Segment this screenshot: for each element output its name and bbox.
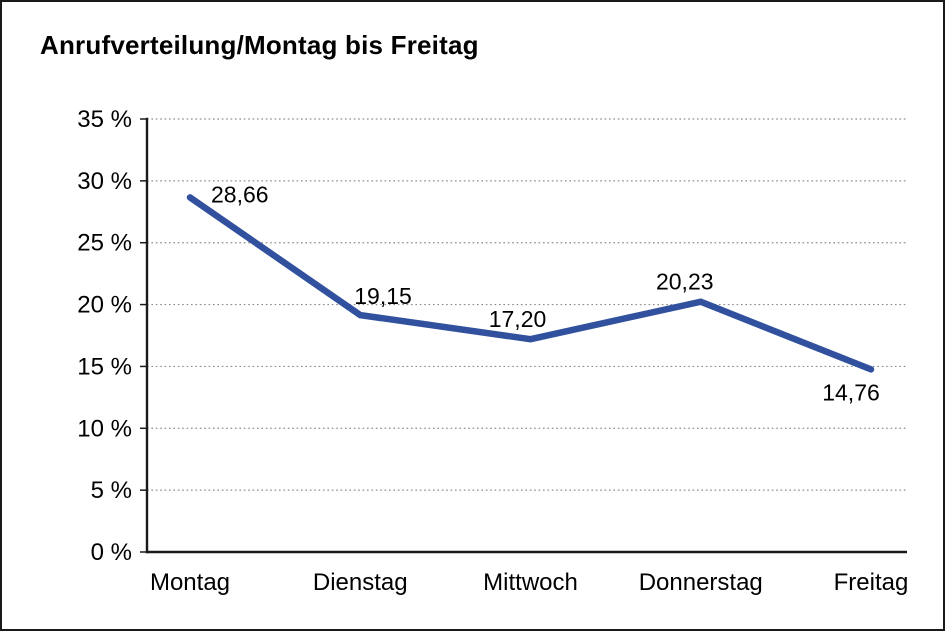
data-series-line xyxy=(186,194,875,373)
x-category-label: Donnerstag xyxy=(639,569,763,596)
y-tick-label: 0 % xyxy=(91,539,132,566)
data-point-label: 28,66 xyxy=(211,181,269,207)
x-category-label: Dienstag xyxy=(313,569,408,596)
y-tick-label: 35 % xyxy=(77,106,132,133)
y-tick-label: 5 % xyxy=(91,477,132,504)
y-tick-label: 25 % xyxy=(77,230,132,257)
data-point-label: 14,76 xyxy=(822,379,880,405)
x-category-label: Freitag xyxy=(834,569,909,596)
data-point-label: 20,23 xyxy=(656,269,714,295)
x-category-label: Montag xyxy=(150,569,230,596)
data-point-label: 19,15 xyxy=(354,283,412,309)
y-tick-label: 10 % xyxy=(77,415,132,442)
y-tick-label: 15 % xyxy=(77,353,132,380)
y-tick-label: 30 % xyxy=(77,168,132,195)
chart-title: Anrufverteilung/Montag bis Freitag xyxy=(40,30,479,60)
data-point-label: 17,20 xyxy=(489,306,547,332)
y-tick-label: 20 % xyxy=(77,292,132,319)
x-category-label: Mittwoch xyxy=(483,569,578,596)
